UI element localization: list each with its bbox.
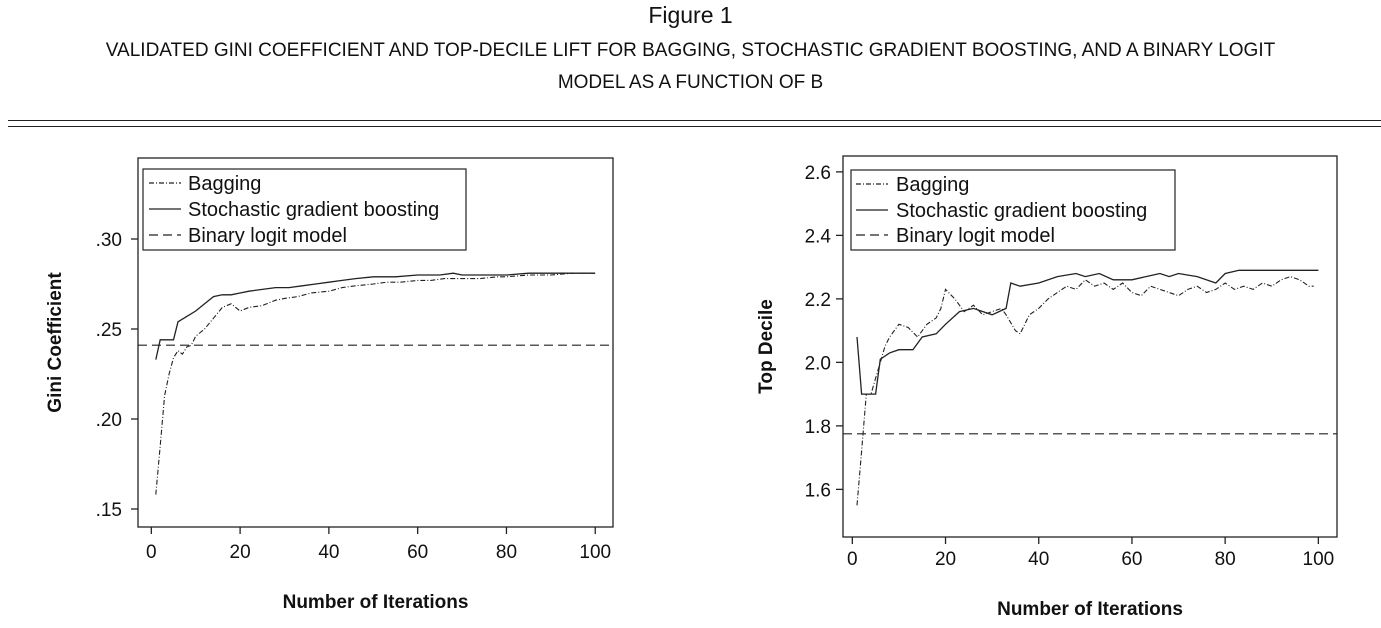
- y-tick-label: 2.4: [805, 226, 832, 247]
- legend-label: Stochastic gradient boosting: [188, 199, 439, 221]
- x-tick-label: 40: [1028, 549, 1049, 570]
- legend-label: Binary logit model: [188, 225, 347, 247]
- x-tick-label: 80: [1215, 549, 1236, 570]
- series-line-bagging: [856, 276, 1314, 506]
- series-line-stochastic-gradient-boosting: [856, 269, 1319, 395]
- top-rule: [8, 120, 1381, 121]
- y-tick-label: 2.2: [805, 290, 831, 311]
- y-axis-label: Gini Coefficient: [45, 272, 66, 413]
- x-tick-label: 100: [1303, 549, 1335, 570]
- x-tick-label: 60: [407, 542, 428, 563]
- y-tick-label: .25: [96, 320, 122, 341]
- legend-label: Bagging: [188, 173, 261, 195]
- y-tick-label: .15: [96, 500, 122, 521]
- legend-label: Bagging: [896, 174, 969, 196]
- chart-1: 0 20 40 60 80 100 .15 .20 .25 .30 Number of Iterat…: [45, 157, 614, 613]
- x-tick-label: 40: [318, 542, 339, 563]
- x-tick-label: 60: [1121, 549, 1142, 570]
- caption-line-2: MODEL AS A FUNCTION OF B: [557, 72, 824, 93]
- x-axis-label: Number of Iterations: [283, 592, 469, 613]
- x-tick-label: 0: [146, 542, 157, 563]
- top-rule-double: [8, 126, 1381, 127]
- series-line-bagging: [155, 272, 596, 495]
- x-tick-label: 80: [496, 542, 517, 563]
- y-tick-label: 1.6: [805, 480, 831, 501]
- x-tick-label: 20: [230, 542, 251, 563]
- y-tick-label: 2.6: [805, 163, 831, 184]
- legend-label: Binary logit model: [896, 225, 1055, 247]
- figure-title: Figure 1: [648, 2, 733, 28]
- y-tick-label: 2.0: [805, 353, 831, 374]
- legend-label: Stochastic gradient boosting: [896, 200, 1147, 222]
- x-tick-label: 20: [935, 549, 956, 570]
- figure-caption: VALIDATED GINI COEFFICIENT AND TOP-DECIL…: [0, 35, 1381, 99]
- y-axis-label: Top Decile: [756, 299, 777, 394]
- legend-box: [142, 168, 467, 251]
- x-tick-label: 0: [847, 549, 858, 570]
- y-tick-label: 1.8: [805, 417, 831, 438]
- caption-line-1: VALIDATED GINI COEFFICIENT AND TOP-DECIL…: [105, 40, 1276, 61]
- legend-box: [850, 169, 1176, 251]
- x-axis-label: Number of Iterations: [997, 599, 1183, 620]
- plot-frame: [137, 157, 614, 528]
- x-tick-label: 100: [579, 542, 611, 563]
- y-tick-label: .30: [96, 230, 122, 251]
- chart-2: 0 20 40 60 80 100 1.6 1.8 2.0 2.2 2.4 2.6 Number of …: [756, 155, 1338, 620]
- plot-frame: [842, 155, 1338, 538]
- y-tick-label: .20: [96, 410, 122, 431]
- series-line-stochastic-gradient-boosting: [155, 272, 596, 360]
